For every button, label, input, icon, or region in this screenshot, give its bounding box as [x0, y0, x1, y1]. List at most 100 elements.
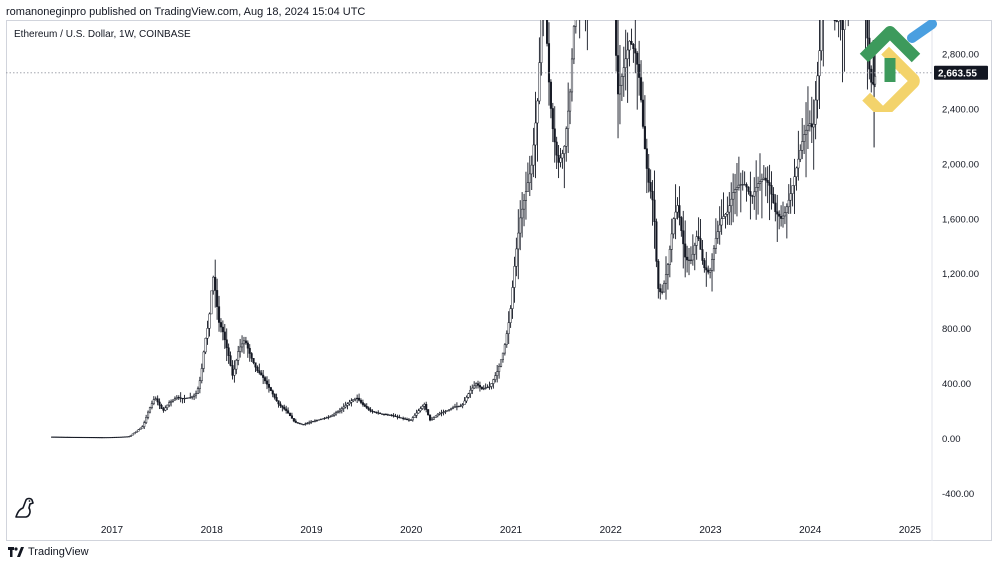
candle-body	[379, 412, 382, 415]
candle-body	[323, 417, 326, 420]
y-tick-label: 1,200.00	[942, 269, 979, 280]
candle-body	[223, 331, 226, 341]
candle-body	[563, 146, 566, 154]
candle-body	[473, 385, 476, 389]
candle-body	[219, 322, 223, 328]
candle-body	[684, 243, 687, 258]
x-tick-label: 2025	[899, 525, 922, 536]
candle-body	[511, 287, 514, 309]
candle-body	[766, 180, 769, 183]
candle-body	[83, 436, 86, 439]
candle-body	[156, 398, 159, 403]
candle-body	[344, 405, 347, 408]
candle-body	[214, 276, 217, 291]
candle-body	[628, 40, 631, 51]
candle-body	[647, 168, 650, 183]
candle-body	[122, 436, 125, 438]
candle-body	[133, 432, 136, 435]
candle-body	[676, 205, 679, 213]
candle-body	[265, 380, 269, 385]
candle-body	[58, 436, 61, 438]
candle-body	[789, 193, 792, 201]
candle-body	[168, 402, 171, 406]
candle-body	[304, 423, 307, 425]
candle-body	[459, 405, 462, 407]
candle-body	[734, 189, 737, 193]
candle-body	[185, 397, 188, 399]
candle-body	[452, 407, 455, 409]
candle-body	[70, 436, 73, 438]
candle-body	[294, 420, 297, 423]
candle-body	[618, 84, 622, 95]
candle-body	[743, 184, 746, 186]
candle-body	[229, 355, 232, 366]
candle-body	[402, 417, 405, 420]
candle-body	[125, 436, 129, 438]
candle-body	[411, 417, 414, 421]
candle-body	[697, 236, 700, 239]
candle-body	[95, 437, 98, 439]
candle-body	[728, 205, 731, 213]
candle-body	[486, 386, 489, 389]
candle-body	[795, 167, 798, 177]
candle-body	[475, 383, 478, 387]
candle-body	[382, 413, 386, 415]
candle-body	[791, 185, 794, 194]
candle-body	[457, 405, 460, 407]
candle-body	[200, 368, 203, 381]
candle-body	[561, 153, 564, 159]
candle-body	[655, 221, 658, 262]
candle-body	[757, 183, 760, 188]
candle-body	[524, 191, 528, 201]
footer-brand[interactable]: TradingView	[8, 546, 89, 558]
candle-body	[804, 129, 808, 135]
candle-body	[108, 437, 111, 439]
candle-body	[866, 20, 869, 39]
candle-body	[241, 343, 244, 348]
candle-body	[106, 437, 109, 439]
candle-body	[559, 157, 562, 163]
candle-body	[338, 409, 341, 412]
candle-body	[179, 397, 182, 399]
candle-body	[764, 177, 767, 181]
candle-body	[308, 422, 311, 424]
candle-body	[196, 388, 199, 394]
candle-body	[100, 437, 104, 439]
dino-icon[interactable]	[12, 496, 38, 520]
candle-body	[793, 176, 796, 186]
candle-body	[160, 405, 163, 409]
last-price-badge: 2,663.55	[934, 65, 988, 80]
candle-body	[311, 421, 315, 423]
candle-body	[833, 20, 836, 22]
candle-body	[150, 403, 153, 408]
candle-body	[682, 230, 685, 245]
candle-body	[780, 216, 783, 219]
candle-body	[62, 436, 65, 438]
candle-body	[624, 58, 627, 68]
candle-body	[363, 404, 366, 407]
candle-body	[843, 20, 846, 30]
candle-body	[749, 191, 752, 197]
candle-body	[129, 434, 132, 437]
candle-body	[712, 248, 716, 260]
candle-body	[396, 416, 399, 418]
candle-body	[310, 421, 313, 423]
candle-body	[478, 385, 481, 388]
candle-body	[87, 436, 90, 439]
candle-body	[273, 393, 276, 398]
candle-body	[361, 402, 364, 405]
candle-body	[225, 339, 228, 348]
candle-body	[290, 415, 293, 419]
candle-body	[60, 436, 63, 438]
candle-body	[173, 398, 176, 401]
candle-body	[774, 202, 777, 213]
candle-body	[356, 397, 359, 399]
candle-body	[693, 245, 696, 255]
price-chart[interactable]: 6,000.005,600.005,200.004,800.004,400.00…	[6, 20, 992, 541]
candle-body	[440, 412, 443, 414]
candle-body	[803, 134, 806, 142]
candle-body	[335, 412, 338, 415]
time-axis: 2017 2018 2019 2020 2021 2022 2023 2024 2025	[101, 525, 922, 536]
candle-body	[513, 266, 516, 288]
y-tick-label: 0.00	[942, 434, 961, 445]
